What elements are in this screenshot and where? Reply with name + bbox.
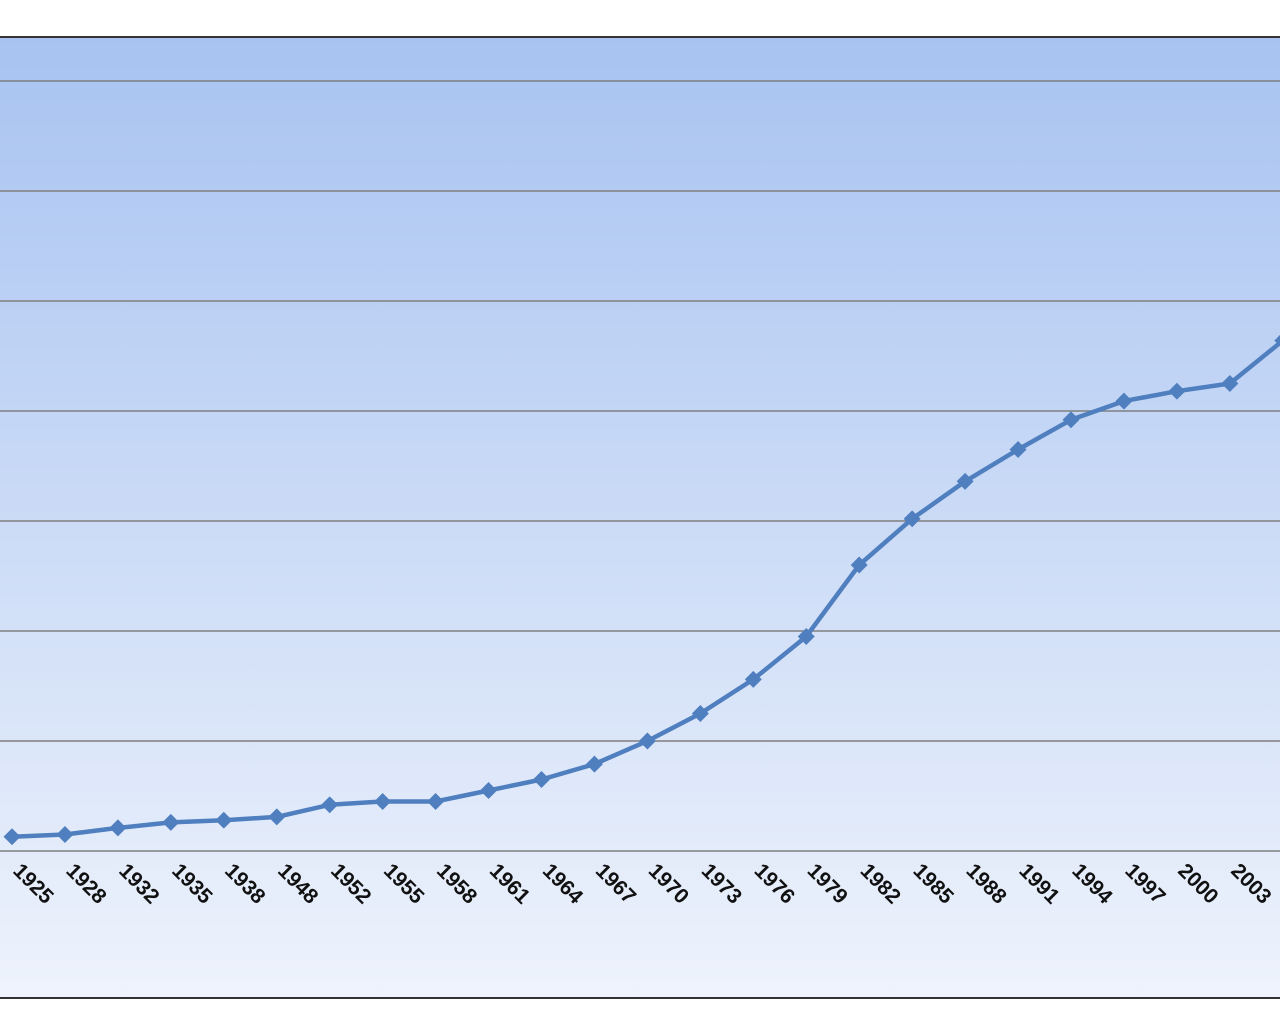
marker	[744, 670, 762, 688]
marker	[427, 793, 445, 810]
marker	[162, 813, 180, 831]
marker	[797, 628, 815, 645]
marker	[533, 771, 550, 788]
marker	[585, 755, 603, 773]
plot-area	[0, 36, 1280, 999]
marker	[3, 828, 21, 846]
marker	[374, 793, 392, 810]
marker	[268, 808, 286, 826]
marker	[109, 819, 127, 837]
marker	[638, 732, 656, 750]
marker	[903, 510, 921, 528]
marker	[321, 796, 339, 814]
marker	[956, 472, 974, 490]
marker	[850, 556, 868, 574]
marker	[691, 705, 709, 722]
marker	[480, 782, 498, 799]
marker	[215, 811, 233, 829]
marker	[56, 826, 74, 843]
marker	[1009, 441, 1027, 458]
